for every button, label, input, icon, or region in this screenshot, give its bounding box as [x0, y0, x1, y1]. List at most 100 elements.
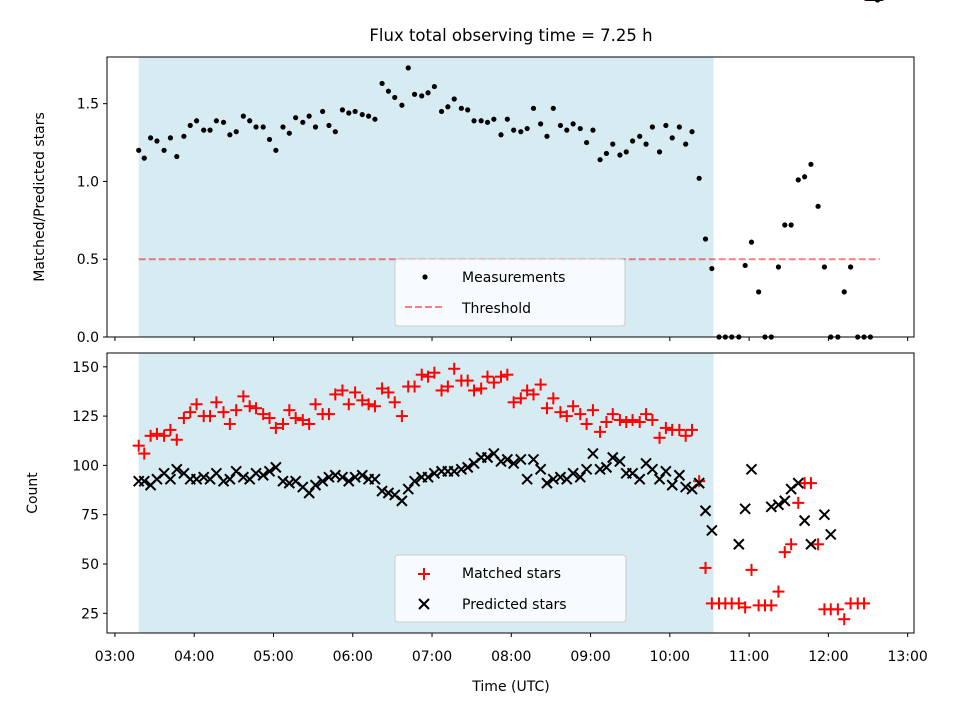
predicted-star-point [138, 475, 150, 487]
top-y-axis-label: Matched/Predicted stars [32, 112, 48, 282]
measurement-point [610, 141, 616, 147]
measurement-point [193, 118, 200, 124]
matched-star-point [138, 447, 151, 460]
bottom-y-axis-label: Count [25, 472, 41, 514]
measurement-point [419, 93, 425, 99]
measurement-point [306, 113, 312, 119]
top-y-axis: 0.0 0.5 1.0 1.5 [77, 97, 107, 346]
measurement-point [841, 289, 847, 295]
predicted-star-point [792, 477, 804, 489]
measurement-point [782, 222, 788, 228]
y-tick-label: 100 [72, 458, 99, 474]
predicted-star-point [402, 483, 414, 495]
measurement-point [379, 80, 385, 87]
predicted-star-point [198, 471, 210, 483]
bottom-y-axis: 25 50 75 100 125 150 [72, 360, 107, 622]
matched-star-point [640, 408, 653, 421]
matched-star-point [560, 410, 573, 423]
measurement-point [411, 91, 418, 97]
matched-star-point [475, 382, 488, 395]
measurement-point [458, 105, 464, 111]
predicted-star-point [772, 499, 785, 511]
matched-star-point [144, 429, 157, 442]
matched-star-point [804, 477, 817, 490]
measurement-point [656, 149, 663, 155]
predicted-star-point [554, 471, 567, 483]
matched-star-point [422, 370, 435, 383]
measurement-point [445, 104, 451, 110]
predicted-star-point [237, 471, 250, 483]
measurement-point [478, 118, 484, 124]
measurement-point [775, 264, 782, 270]
measurement-point [359, 111, 365, 118]
matched-star-point [388, 396, 401, 409]
top-axes-frame [106, 56, 915, 338]
measurement-point [544, 133, 550, 139]
measurement-point [201, 127, 207, 133]
matched-star-point [408, 380, 421, 393]
matched-star-point [686, 423, 699, 436]
chart-title: Flux total observing time = 7.25 h [369, 26, 652, 45]
matched-star-point [441, 380, 454, 393]
x-tick-label: 11:00 [729, 649, 769, 665]
x-tick-label: 03:00 [95, 649, 135, 665]
matched-star-point [230, 404, 243, 417]
measurement-point [471, 118, 477, 124]
matched-star-point [184, 406, 197, 419]
measurement-point [590, 127, 596, 133]
measurement-point [326, 122, 332, 129]
matched-star-point [540, 402, 553, 415]
measurement-point [300, 119, 306, 125]
matched-star-point [534, 378, 547, 391]
matched-star-point [289, 412, 302, 425]
predicted-star-point [329, 469, 342, 481]
predicted-star-point [171, 463, 183, 476]
measurement-point [372, 116, 378, 122]
measurement-point [603, 150, 610, 157]
predicted-star-point [673, 469, 686, 481]
matched-star-point [336, 384, 349, 397]
legend-measurements-label: Measurements [462, 270, 565, 286]
matched-star-point [257, 408, 270, 421]
measurement-point [498, 132, 504, 138]
matched-star-point [620, 416, 633, 429]
matched-star-point [382, 386, 395, 399]
matched-star-point [765, 599, 778, 612]
matched-star-point [521, 384, 534, 397]
measurement-point [320, 108, 326, 115]
measurement-point [570, 121, 576, 127]
matched-star-point [574, 408, 587, 421]
predicted-star-point [455, 463, 468, 476]
predicted-star-point [349, 471, 361, 483]
matched-star-point [461, 374, 474, 387]
legend-threshold-label: Threshold [461, 301, 531, 317]
measurement-point [247, 118, 253, 124]
measurement-point [802, 174, 808, 180]
predicted-star-point [501, 453, 514, 466]
measurement-point [366, 113, 372, 119]
matched-star-point [243, 400, 256, 413]
predicted-star-point [481, 451, 494, 464]
matched-star-point [395, 410, 408, 423]
measurement-point [821, 264, 828, 270]
top-measurements [136, 0, 881, 340]
measurement-point [352, 108, 358, 115]
matched-star-point [468, 384, 481, 397]
matched-star-point [554, 406, 567, 419]
predicted-star-point [660, 465, 672, 478]
predicted-star-point [521, 473, 533, 485]
measurement-point [181, 133, 187, 139]
measurement-point [141, 155, 147, 161]
predicted-star-point [679, 481, 692, 493]
matched-star-point [190, 398, 203, 411]
predicted-star-point [336, 471, 349, 483]
predicted-star-point [263, 465, 276, 478]
y-tick-label: 1.0 [77, 174, 99, 190]
measurement-point [511, 127, 517, 133]
measurement-point [649, 124, 655, 130]
measurement-point [815, 203, 821, 209]
measurement-point [332, 129, 338, 135]
predicted-star-point [277, 475, 289, 487]
predicted-star-point [547, 473, 560, 485]
predicted-star-point [369, 473, 381, 485]
